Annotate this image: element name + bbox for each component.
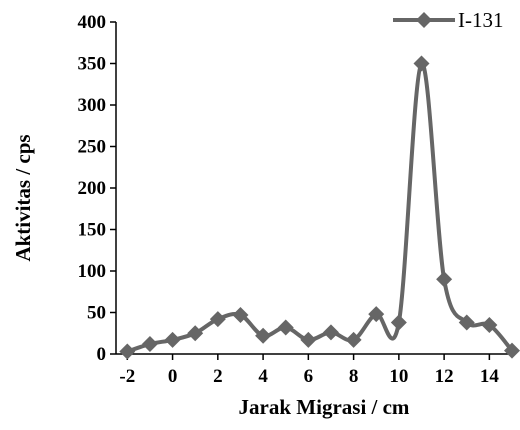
y-axis-ticks: 0 50 100 150 200 250 300 350 400 [78, 12, 116, 365]
x-tick-label: 10 [389, 366, 408, 387]
legend-label: I-131 [458, 8, 504, 32]
y-tick-label: 250 [78, 137, 107, 158]
x-tick-label: -2 [119, 366, 135, 387]
axes [115, 22, 512, 355]
data-point-diamond [277, 319, 294, 336]
data-point-diamond [368, 306, 385, 323]
data-point-diamond [255, 327, 272, 344]
data-point-diamond [481, 316, 498, 333]
y-tick-label: 100 [78, 261, 107, 282]
data-point-diamond [458, 314, 475, 331]
data-point-diamond [390, 314, 407, 331]
x-tick-label: 0 [168, 366, 178, 387]
y-tick-label: 400 [78, 12, 107, 33]
data-point-diamond [119, 343, 136, 360]
y-tick-label: 200 [78, 178, 107, 199]
y-tick-label: 300 [78, 95, 107, 116]
data-point-diamond [300, 331, 317, 348]
x-tick-label: 2 [213, 366, 223, 387]
y-tick-label: 150 [78, 220, 107, 241]
x-tick-label: 4 [258, 366, 268, 387]
data-point-diamond [345, 331, 362, 348]
data-point-diamond [504, 342, 520, 359]
data-point-diamond [413, 55, 430, 72]
data-point-diamond [209, 311, 226, 328]
y-axis-title: Aktivitas / cps [11, 134, 35, 261]
legend-diamond-marker [416, 12, 432, 28]
x-axis-ticks: -2 0 2 4 6 8 10 12 14 [119, 354, 499, 387]
x-tick-label: 6 [304, 366, 314, 387]
data-point-diamond [436, 271, 453, 288]
y-tick-label: 0 [97, 344, 107, 365]
x-tick-label: 8 [349, 366, 359, 387]
y-tick-label: 50 [87, 303, 106, 324]
data-point-diamond [232, 306, 249, 323]
y-tick-label: 350 [78, 54, 107, 75]
data-point-diamond [141, 336, 158, 353]
data-point-diamond [164, 331, 181, 348]
series-layer [119, 55, 520, 360]
x-axis-title: Jarak Migrasi / cm [239, 395, 410, 419]
data-point-diamond [322, 324, 339, 341]
x-tick-label: 14 [480, 366, 500, 387]
series-line [126, 61, 514, 354]
data-point-diamond [187, 325, 204, 342]
legend: I-131 [393, 8, 504, 32]
x-tick-label: 12 [435, 366, 454, 387]
